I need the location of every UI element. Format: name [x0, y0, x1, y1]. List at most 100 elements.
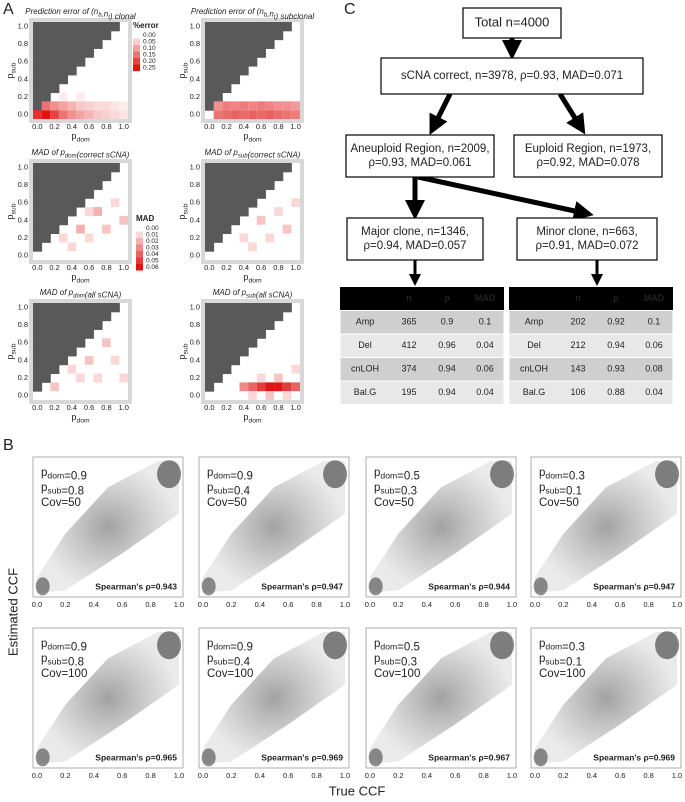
rich-text: Cov=50: [374, 497, 414, 509]
invalid-cell: [33, 57, 43, 67]
invalid-cell: [205, 355, 215, 366]
x-tick-label: 0.4: [239, 403, 249, 412]
heat-cell: [110, 110, 120, 119]
invalid-cell: [222, 163, 232, 173]
heat-cell: [76, 373, 85, 383]
subscript: sub: [47, 486, 61, 496]
x-tick-label: 0.6: [615, 771, 625, 780]
x-tick-label: 0.2: [49, 122, 59, 131]
invalid-cell: [230, 39, 241, 49]
invalid-cell: [230, 207, 241, 217]
heat-cell: [265, 101, 275, 111]
rich-text: psub: [177, 343, 189, 359]
table-cell: 0.92: [607, 317, 625, 327]
invalid-cell: [230, 338, 241, 348]
x-tick-label: 1.0: [340, 771, 350, 780]
invalid-cell: [67, 303, 77, 313]
invalid-cell: [274, 171, 284, 182]
x-tick-label: 0.0: [32, 771, 42, 780]
invalid-cell: [239, 57, 249, 67]
text-run: (correct sCNA): [77, 151, 130, 160]
heat-cell: [110, 198, 120, 208]
legend-swatch: [133, 38, 140, 45]
subscript: sub: [10, 62, 17, 73]
legend-swatch: [133, 64, 140, 71]
table-cell: 195: [401, 387, 416, 397]
y-tick-label: 0.4: [190, 215, 200, 224]
invalid-cell: [213, 320, 223, 330]
rich-text: pdom=0.3: [539, 638, 585, 653]
invalid-cell: [265, 163, 275, 173]
invalid-cell: [256, 320, 266, 330]
table-cell: 0.94: [438, 364, 456, 374]
invalid-cell: [205, 215, 215, 226]
text-run: p: [71, 272, 76, 282]
invalid-cell: [205, 233, 215, 243]
text-run: p: [5, 73, 15, 78]
y-tick-label: 0.4: [18, 215, 28, 224]
x-tick-label: 0.2: [49, 263, 59, 272]
legend-swatch: [133, 58, 140, 65]
x-tick-label: 0.0: [530, 771, 540, 780]
invalid-cell: [282, 163, 292, 173]
invalid-cell: [222, 66, 232, 76]
x-tick-label: 0.4: [239, 263, 249, 272]
rich-text: Cov=100: [41, 668, 87, 680]
legend-swatch: [133, 51, 140, 58]
invalid-cell: [41, 66, 51, 76]
invalid-cell: [41, 48, 51, 58]
subscript: dom: [47, 471, 64, 481]
panel-label: B: [3, 437, 14, 454]
x-tick-label: 0.6: [283, 600, 293, 609]
invalid-cell: [239, 311, 249, 322]
invalid-cell: [102, 22, 112, 32]
x-tick-label: 0.6: [256, 263, 266, 272]
legend-swatch: [136, 264, 143, 271]
text-run: (all sCNA): [85, 291, 122, 300]
spearman-label: Spearman's ρ=0.965: [95, 752, 177, 762]
heat-cell: [274, 382, 283, 392]
header-cell: ρ: [444, 293, 450, 303]
subscript: dom: [213, 471, 230, 481]
y-tick-label: 0.6: [18, 198, 28, 207]
invalid-cell: [50, 198, 60, 208]
x-tick-label: 0.6: [84, 122, 94, 131]
heat-cell: [67, 364, 77, 374]
x-tick-label: 0.8: [273, 122, 283, 131]
spearman-label: Spearman's ρ=0.967: [428, 752, 510, 762]
legend-swatch: [136, 225, 143, 232]
invalid-cell: [213, 311, 223, 322]
text-run: p: [374, 653, 380, 665]
flow-box: [513, 134, 663, 178]
rich-text: psub=0.8: [41, 482, 84, 497]
invalid-cell: [213, 215, 223, 226]
invalid-cell: [239, 30, 249, 41]
y-tick-label: 0.2: [18, 233, 28, 242]
rich-text: MAD of psub(all sCNA): [213, 288, 293, 299]
legend-swatch: [133, 45, 140, 52]
x-tick-label: 0.6: [283, 771, 293, 780]
invalid-cell: [205, 189, 215, 199]
heat-cell: [282, 101, 292, 111]
invalid-cell: [239, 180, 249, 190]
invalid-cell: [41, 364, 51, 375]
text-run: =0.4: [227, 656, 250, 668]
y-tick-label: 1.0: [190, 302, 200, 311]
table-cell: 0.04: [476, 387, 494, 397]
invalid-cell: [76, 303, 86, 313]
invalid-cell: [67, 198, 77, 208]
invalid-cell: [248, 57, 258, 67]
rich-text: pdom=0.3: [539, 467, 585, 482]
table-cell: 202: [570, 317, 585, 327]
spearman-label: Spearman's ρ=0.947: [593, 581, 675, 591]
subscript: dom: [248, 136, 262, 143]
rich-text: Prediction error of (nb,nt) clonal: [25, 7, 136, 21]
heat-cell: [291, 110, 300, 119]
invalid-cell: [93, 163, 103, 173]
heat-cell: [50, 382, 59, 392]
invalid-cell: [213, 180, 223, 190]
flow-text: Major clone, n=1346,: [361, 226, 469, 238]
legend-label: 0.03: [146, 245, 159, 252]
y-tick-label: 0.8: [190, 39, 200, 48]
